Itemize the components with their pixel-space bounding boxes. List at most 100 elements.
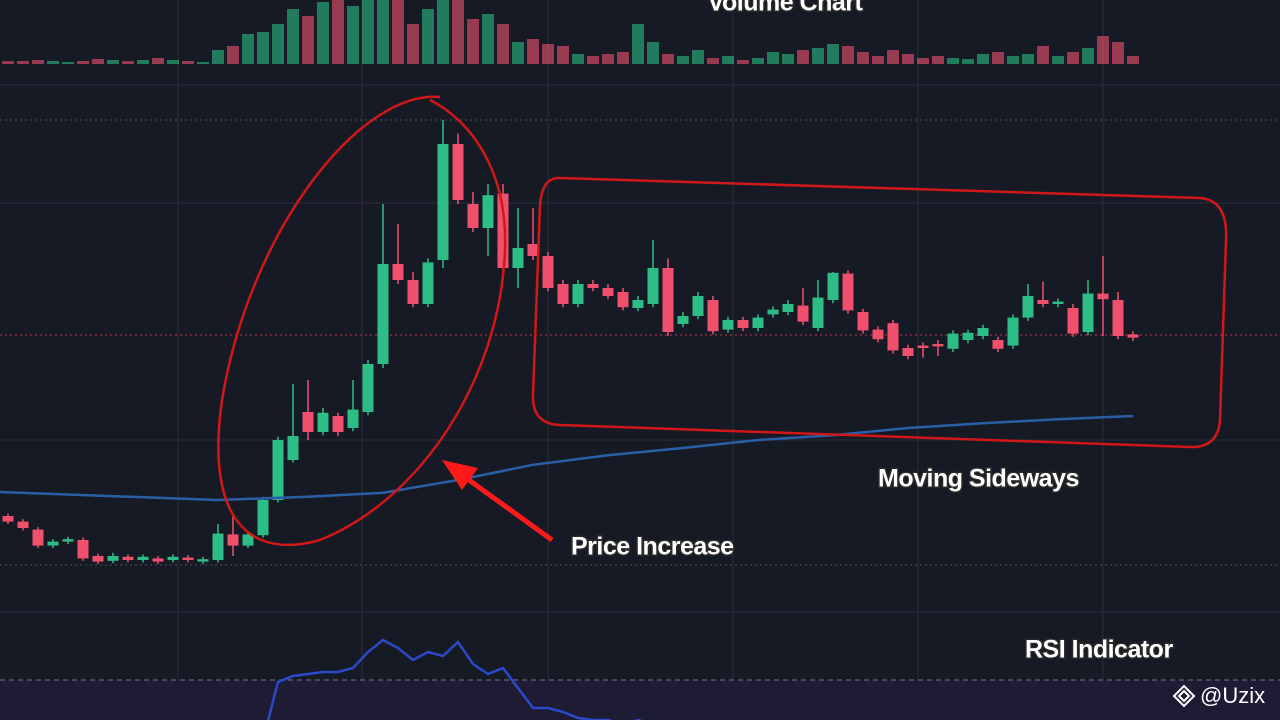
volume-bar: [737, 60, 749, 64]
volume-bar: [497, 24, 509, 64]
candle-body: [812, 297, 824, 328]
volume-bar: [137, 60, 149, 64]
volume-bar: [1097, 36, 1109, 64]
candle-body: [782, 304, 794, 312]
candle-body: [62, 539, 74, 542]
candle-body: [617, 292, 629, 308]
candle-body: [977, 328, 989, 336]
volume-bar: [977, 54, 989, 64]
watermark-logo: [1172, 684, 1196, 708]
candle-body: [677, 316, 689, 324]
candle-body: [752, 317, 764, 328]
volume-bar: [302, 16, 314, 64]
volume-bar: [542, 44, 554, 64]
volume-bar: [947, 58, 959, 64]
annotation-text: Price Increase: [571, 533, 734, 561]
volume-bar: [107, 60, 119, 64]
candle-body: [917, 345, 929, 348]
volume-bar: [467, 19, 479, 64]
volume-bar: [692, 50, 704, 64]
volume-bar: [437, 0, 449, 64]
candle-body: [932, 344, 944, 347]
volume-bar: [857, 52, 869, 64]
candle-body: [827, 272, 839, 300]
volume-bar: [2, 61, 14, 64]
volume-bar: [1022, 54, 1034, 64]
candle-body: [392, 264, 404, 280]
volume-bar: [782, 54, 794, 64]
candle-body: [527, 244, 539, 256]
volume-bar: [257, 32, 269, 64]
volume-bar: [377, 0, 389, 64]
volume-bar: [707, 58, 719, 64]
candle-body: [1097, 293, 1109, 300]
candle-body: [437, 144, 449, 260]
candle-body: [242, 534, 254, 546]
volume-bar: [827, 44, 839, 64]
volume-bar: [62, 62, 74, 64]
volume-bar: [527, 39, 539, 64]
volume-bar: [242, 34, 254, 64]
volume-bar: [197, 62, 209, 64]
volume-bar: [797, 50, 809, 64]
volume-bar: [512, 42, 524, 64]
candle-body: [407, 280, 419, 304]
candle-body: [512, 248, 524, 268]
candle-body: [2, 516, 14, 522]
volume-bar: [962, 59, 974, 64]
candle-body: [797, 305, 809, 322]
candle-body: [227, 534, 239, 546]
candle-body: [212, 533, 224, 560]
volume-bar: [272, 24, 284, 64]
volume-bar: [587, 56, 599, 64]
volume-bar: [647, 42, 659, 64]
candle-body: [1067, 308, 1079, 334]
volume-bar: [992, 52, 1004, 64]
candle-body: [257, 500, 269, 536]
candle-body: [722, 320, 734, 330]
volume-bar: [662, 54, 674, 64]
volume-bar: [47, 61, 59, 64]
candle-body: [857, 312, 869, 331]
volume-bar: [1082, 48, 1094, 64]
candle-body: [557, 284, 569, 304]
volume-bar: [332, 0, 344, 64]
candle-body: [767, 309, 779, 315]
rsi-line: [266, 638, 643, 720]
annotations-drawing: [217, 95, 1228, 547]
candle-body: [692, 296, 704, 316]
candle-body: [647, 268, 659, 304]
volume-bar: [932, 56, 944, 64]
volume-bar: [92, 59, 104, 64]
volume-bar: [602, 54, 614, 64]
volume-bar: [122, 61, 134, 64]
candle-body: [632, 300, 644, 308]
volume-bar: [482, 14, 494, 64]
moving-average: [0, 414, 1134, 502]
candle-body: [92, 556, 104, 562]
volume-bar: [452, 0, 464, 64]
volume-bar: [362, 0, 374, 64]
volume-bar: [887, 50, 899, 64]
volume-bar: [317, 2, 329, 64]
candle-body: [572, 284, 584, 304]
candle-body: [587, 284, 599, 288]
candle-body: [452, 144, 464, 200]
candle-body: [1052, 301, 1064, 304]
volume-bar: [1112, 42, 1124, 64]
candle-body: [122, 556, 134, 560]
candle-body: [167, 556, 179, 560]
candle-body: [497, 193, 509, 268]
candle-body: [707, 300, 719, 332]
candle-body: [17, 521, 29, 528]
watermark: @Uzix: [1200, 683, 1265, 708]
volume-bar: [152, 58, 164, 64]
volume-bar: [1127, 56, 1139, 64]
annotation-text: Moving Sideways: [878, 465, 1079, 493]
volume-bar: [917, 58, 929, 64]
candle-body: [332, 416, 344, 432]
volume-bar: [617, 52, 629, 64]
candle-body: [1082, 293, 1094, 332]
